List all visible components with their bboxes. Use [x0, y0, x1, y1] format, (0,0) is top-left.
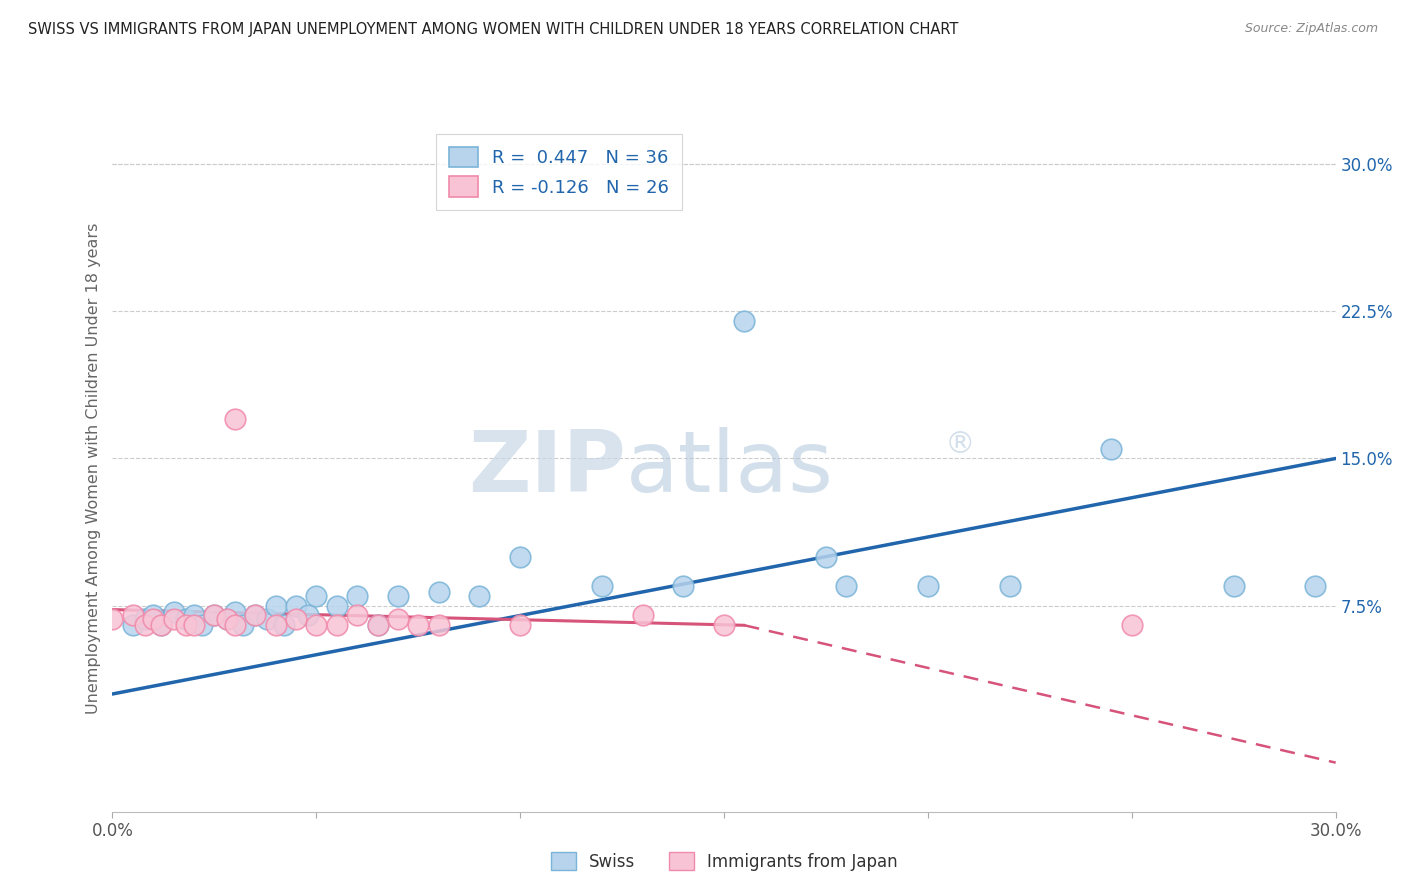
Point	[366, 618, 388, 632]
Point	[998, 579, 1021, 593]
Point	[142, 612, 165, 626]
Point	[215, 612, 238, 626]
Point	[134, 612, 156, 626]
Text: SWISS VS IMMIGRANTS FROM JAPAN UNEMPLOYMENT AMONG WOMEN WITH CHILDREN UNDER 18 Y: SWISS VS IMMIGRANTS FROM JAPAN UNEMPLOYM…	[28, 22, 959, 37]
Text: atlas: atlas	[626, 426, 834, 510]
Point	[264, 599, 287, 613]
Point	[305, 589, 328, 603]
Point	[183, 618, 205, 632]
Point	[163, 605, 186, 619]
Point	[672, 579, 695, 593]
Y-axis label: Unemployment Among Women with Children Under 18 years: Unemployment Among Women with Children U…	[86, 223, 101, 714]
Point	[204, 608, 226, 623]
Point	[150, 618, 173, 632]
Text: Source: ZipAtlas.com: Source: ZipAtlas.com	[1244, 22, 1378, 36]
Point	[326, 599, 349, 613]
Point	[273, 618, 295, 632]
Point	[264, 618, 287, 632]
Point	[122, 608, 145, 623]
Point	[224, 412, 246, 426]
Legend: Swiss, Immigrants from Japan: Swiss, Immigrants from Japan	[543, 844, 905, 879]
Point	[509, 549, 531, 564]
Point	[346, 589, 368, 603]
Point	[1099, 442, 1122, 456]
Point	[713, 618, 735, 632]
Point	[297, 608, 319, 623]
Point	[191, 618, 214, 632]
Point	[224, 605, 246, 619]
Text: ®: ®	[945, 430, 974, 458]
Point	[346, 608, 368, 623]
Point	[183, 608, 205, 623]
Point	[150, 618, 173, 632]
Point	[142, 608, 165, 623]
Point	[284, 612, 308, 626]
Point	[232, 618, 254, 632]
Point	[174, 618, 197, 632]
Point	[134, 618, 156, 632]
Point	[631, 608, 654, 623]
Point	[204, 608, 226, 623]
Point	[101, 612, 124, 626]
Point	[734, 314, 756, 328]
Point	[468, 589, 491, 603]
Point	[215, 612, 238, 626]
Point	[326, 618, 349, 632]
Point	[387, 612, 409, 626]
Point	[224, 618, 246, 632]
Point	[163, 612, 186, 626]
Point	[245, 608, 267, 623]
Point	[1121, 618, 1143, 632]
Text: ZIP: ZIP	[468, 426, 626, 510]
Point	[305, 618, 328, 632]
Point	[284, 599, 308, 613]
Point	[174, 612, 197, 626]
Point	[256, 612, 278, 626]
Point	[122, 618, 145, 632]
Point	[408, 618, 430, 632]
Point	[815, 549, 838, 564]
Point	[591, 579, 613, 593]
Point	[835, 579, 858, 593]
Point	[366, 618, 388, 632]
Point	[509, 618, 531, 632]
Point	[917, 579, 939, 593]
Point	[387, 589, 409, 603]
Point	[1223, 579, 1246, 593]
Point	[1305, 579, 1327, 593]
Point	[427, 618, 450, 632]
Point	[427, 585, 450, 599]
Point	[245, 608, 267, 623]
